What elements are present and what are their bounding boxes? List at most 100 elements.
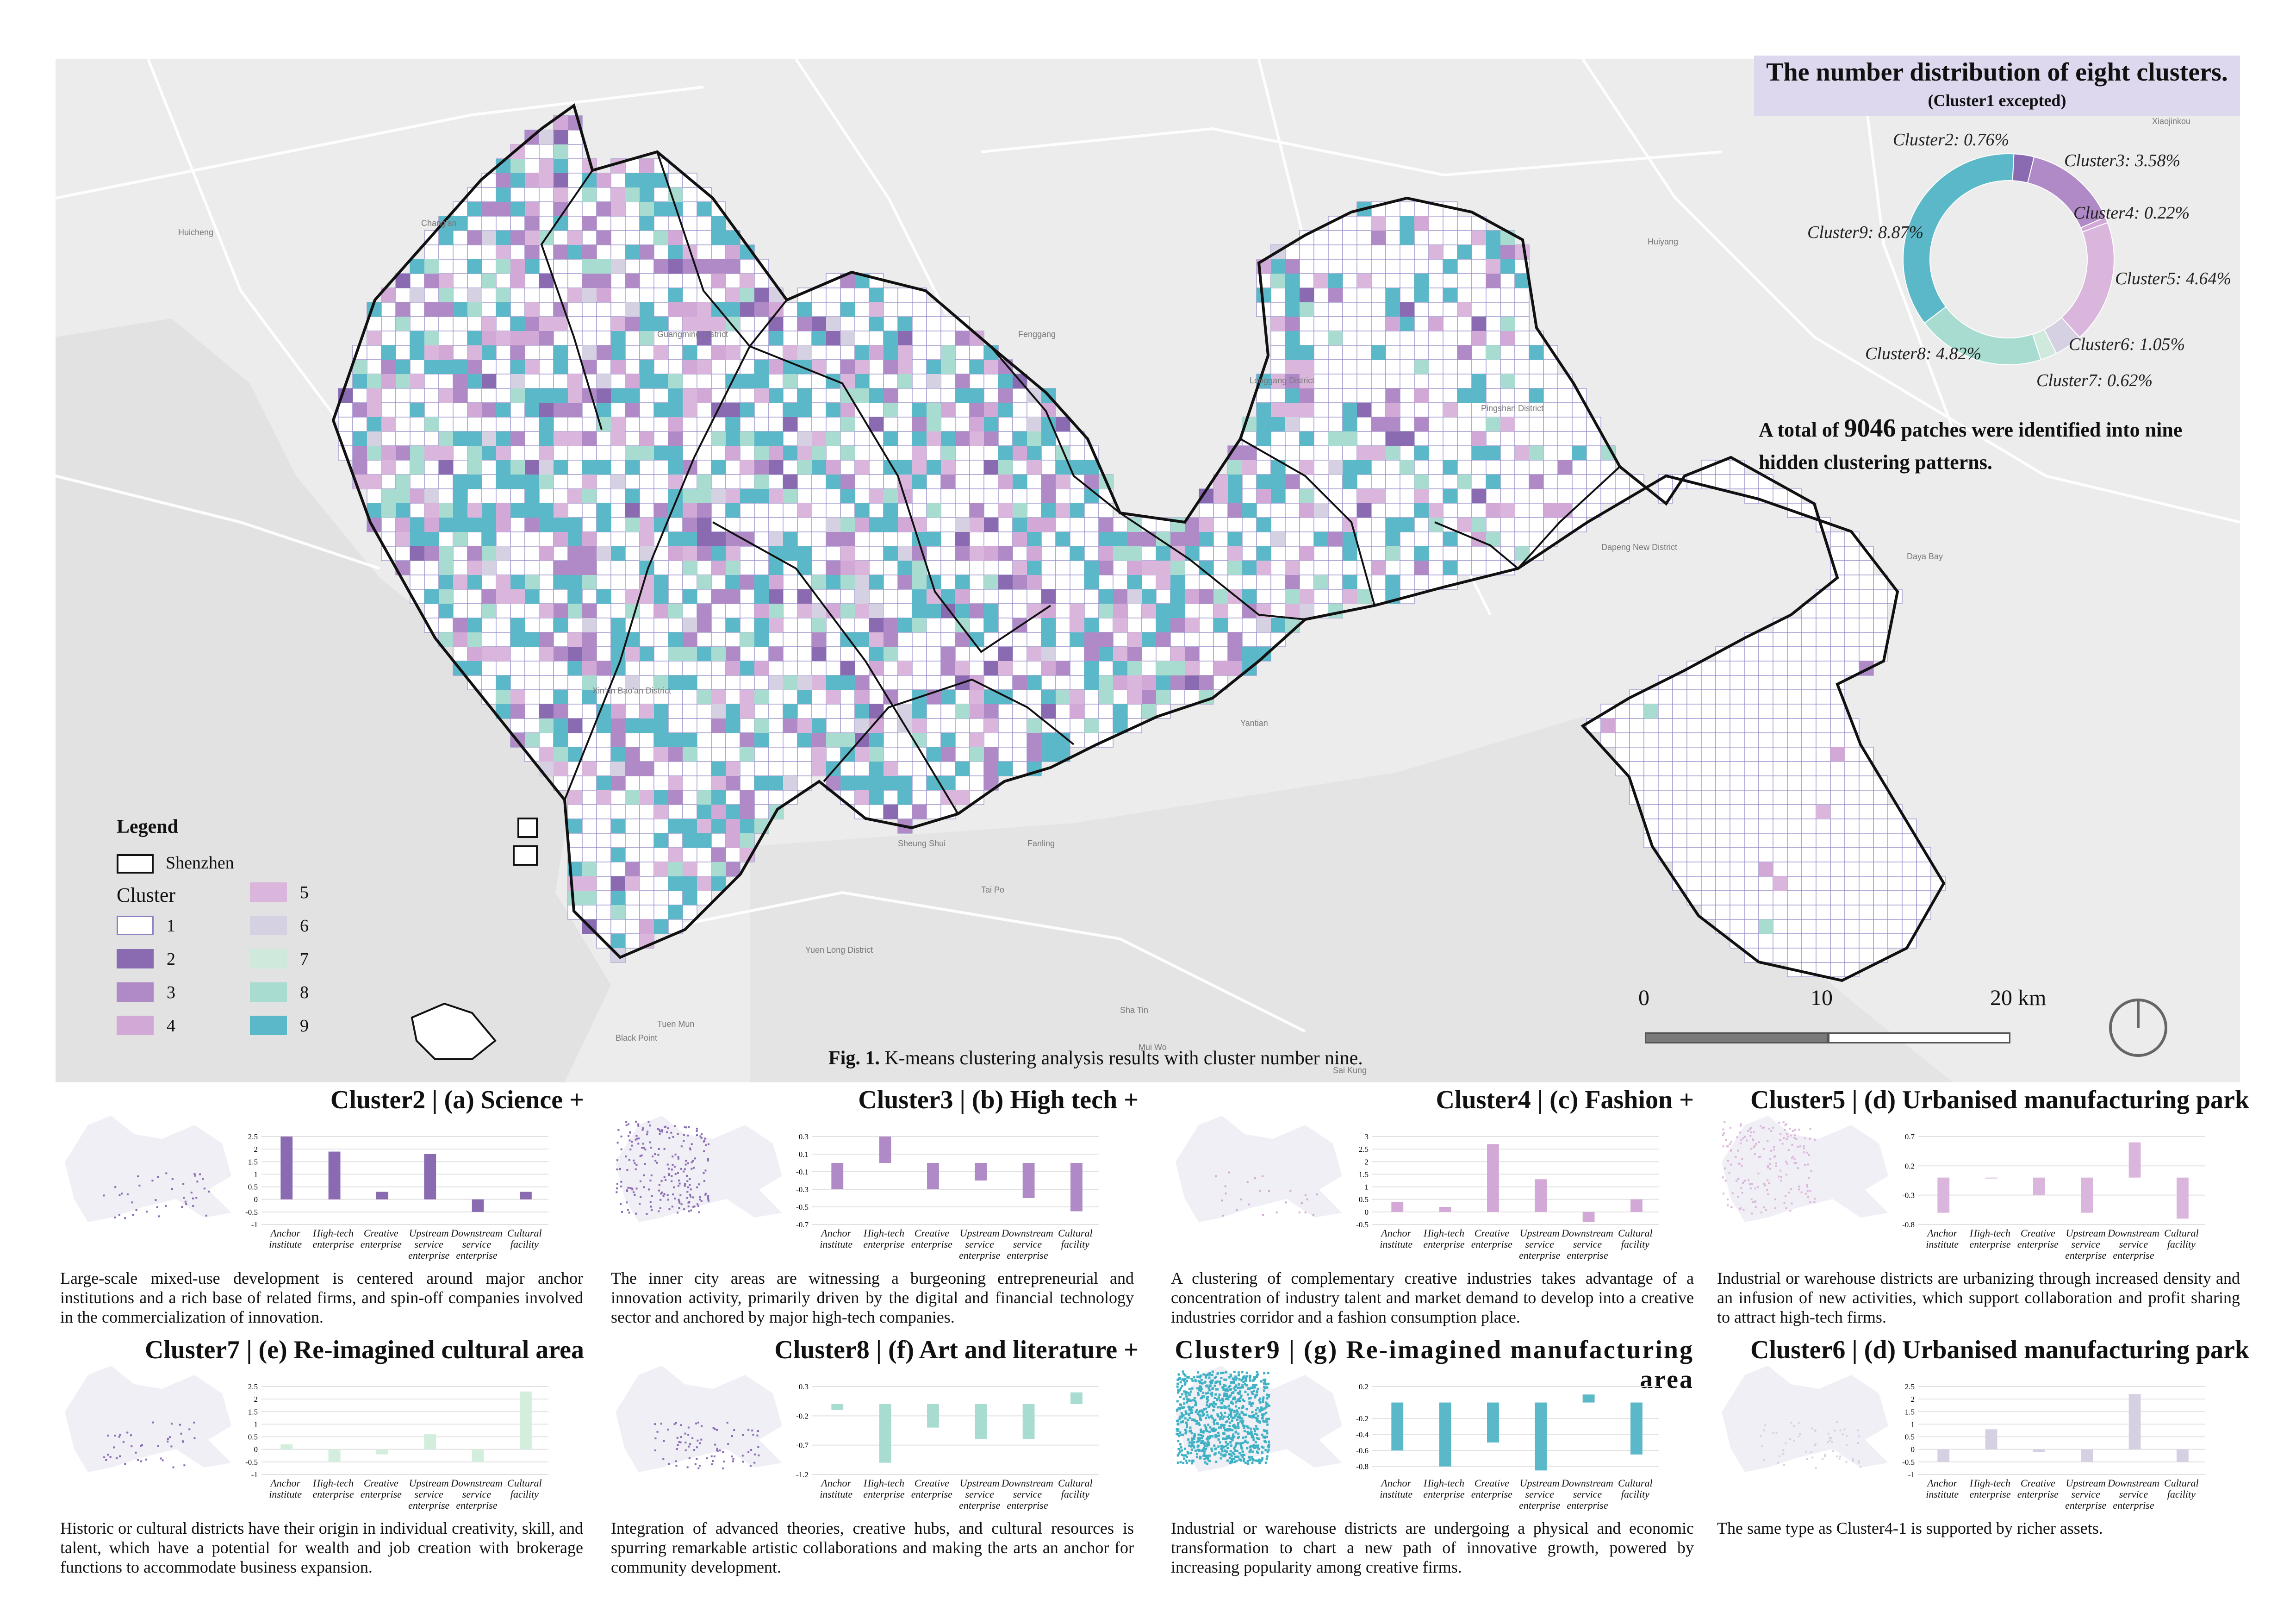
patch-cell	[1514, 302, 1530, 317]
cluster-cell	[654, 446, 668, 460]
cluster-cell	[998, 575, 1013, 589]
patch-cell	[567, 259, 583, 274]
cluster-cell	[654, 833, 668, 848]
patch-cell	[1500, 445, 1515, 461]
patch-cell	[467, 589, 482, 604]
legend-swatch-5	[250, 882, 287, 902]
legend-label: 5	[300, 883, 309, 902]
patch-cell	[1356, 345, 1372, 360]
patch-cell	[682, 431, 697, 446]
patch-cell	[1471, 460, 1487, 475]
legend-swatch-4	[117, 1016, 154, 1035]
cluster-cell	[1429, 245, 1443, 259]
mini-map-dot	[1766, 1189, 1768, 1191]
cluster-cell	[467, 503, 482, 518]
patch-cell	[1328, 388, 1343, 403]
patch-cell	[453, 316, 468, 331]
patch-cell	[840, 431, 855, 446]
mini-map-dot	[641, 1154, 643, 1156]
patch-cell	[1356, 259, 1372, 274]
mini-map-dot	[616, 1187, 618, 1190]
cluster-cell	[783, 403, 797, 417]
cluster-cell	[869, 345, 884, 360]
patch-cell	[424, 388, 439, 403]
cluster-cell	[1386, 546, 1400, 561]
cluster-cell	[1257, 431, 1271, 446]
shenzhen-boundary	[331, 103, 1946, 982]
patch-cell	[697, 747, 712, 762]
cluster-cell	[726, 833, 740, 848]
patch-cell	[1830, 718, 1845, 733]
patch-cell	[1514, 331, 1530, 346]
cluster-cell	[525, 575, 539, 589]
patch-cell	[1457, 560, 1472, 575]
patch-cell	[1543, 431, 1558, 446]
mini-map-dot	[1737, 1196, 1739, 1198]
patch-cell	[1873, 905, 1888, 920]
cluster-cell	[927, 360, 941, 374]
patch-cell	[1428, 287, 1444, 303]
patch-cell	[682, 661, 697, 676]
patch-cell	[740, 517, 755, 532]
cluster-cell	[367, 431, 381, 446]
patch-cell	[697, 847, 712, 862]
patch-cell	[1830, 833, 1845, 848]
mini-map-dot	[643, 1174, 645, 1176]
cluster-cell	[496, 460, 510, 475]
patch-cell	[682, 775, 697, 791]
patch-cell	[1844, 589, 1860, 604]
patch-cell	[496, 531, 511, 547]
mini-map-dot	[1769, 1157, 1772, 1160]
cluster-cell	[884, 388, 898, 403]
cluster-cell	[1472, 388, 1486, 403]
cluster-cell	[1027, 431, 1041, 446]
patch-cell	[639, 230, 654, 245]
cluster-cell	[697, 618, 711, 632]
cluster-cell	[1041, 632, 1056, 647]
cluster-cell	[640, 431, 654, 446]
cluster-cell	[1486, 274, 1500, 288]
patch-cell	[1744, 862, 1759, 877]
cluster-cell	[697, 388, 711, 403]
patch-cell	[1887, 919, 1903, 934]
cluster-cell	[597, 202, 611, 216]
patch-cell	[653, 661, 669, 676]
map-area[interactable]: Chang'an Huicheng Fenggang Huiyang Guang…	[56, 59, 2240, 1082]
patch-cell	[998, 603, 1013, 618]
cluster-cell	[510, 259, 525, 274]
cluster-cell	[1113, 604, 1127, 618]
patch-cell	[1730, 804, 1745, 819]
patch-cell	[496, 273, 511, 288]
cluster-cell	[510, 360, 525, 374]
cluster-cell	[1142, 532, 1156, 546]
patch-cell	[539, 374, 554, 389]
mini-map-dot	[625, 1156, 627, 1158]
cluster-cell	[1185, 647, 1199, 661]
patch-cell	[1471, 417, 1487, 432]
patch-cell	[625, 933, 640, 949]
cluster-cell	[424, 417, 439, 431]
tick-label: 1.5	[248, 1157, 258, 1166]
cluster-cell	[1414, 503, 1429, 518]
mini-map-dot	[644, 1163, 646, 1165]
patch-cell	[1686, 876, 1702, 891]
patch-cell	[1242, 575, 1257, 590]
patch-cell	[897, 417, 913, 432]
patch-cell	[1744, 474, 1759, 489]
bar	[1535, 1179, 1547, 1212]
patch-cell	[682, 689, 697, 705]
bar	[280, 1137, 293, 1199]
cluster-cell	[697, 503, 711, 518]
patch-cell	[1844, 747, 1860, 762]
cluster-cell	[554, 604, 568, 618]
cluster-cell	[568, 575, 582, 589]
patch-cell	[1873, 589, 1888, 604]
place-label: Huiyang	[1648, 237, 1678, 246]
cluster-cell	[554, 704, 568, 718]
patch-cell	[625, 775, 640, 791]
patch-cell	[524, 560, 540, 575]
place-label: Fenggang	[1018, 330, 1056, 339]
cluster-cell	[1486, 417, 1500, 431]
patch-cell	[596, 732, 611, 748]
patch-cell	[711, 618, 726, 633]
